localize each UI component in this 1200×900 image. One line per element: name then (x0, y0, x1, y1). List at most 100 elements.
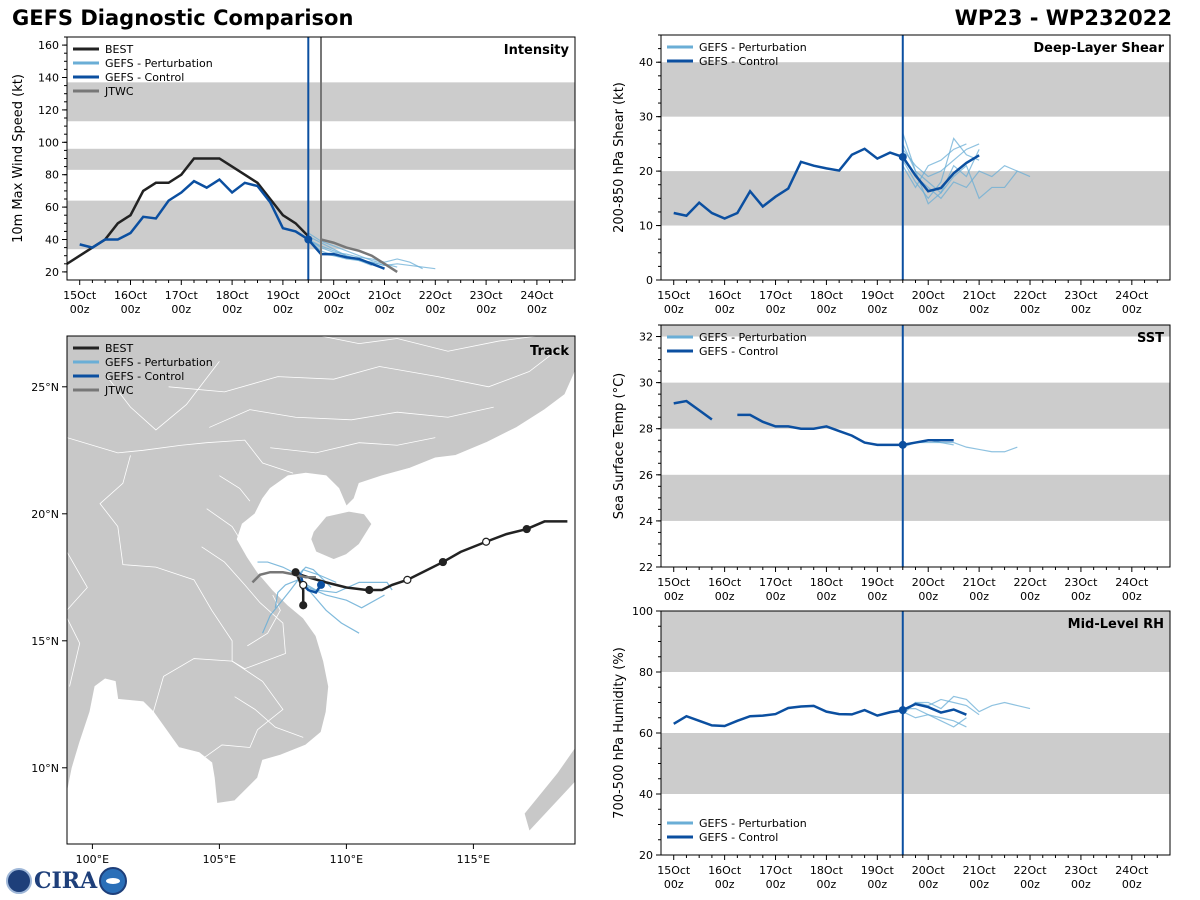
lon-tick-label: 100°E (76, 853, 109, 865)
admin-border (320, 336, 537, 352)
x-tick-hour: 00z (425, 303, 445, 316)
y-tick-label: 40 (639, 788, 653, 801)
x-tick-hour: 00z (918, 878, 938, 891)
lat-tick-label: 20°N (31, 508, 59, 521)
y-tick-label: 100 (632, 605, 653, 618)
x-tick-day: 19Oct (861, 864, 895, 877)
x-tick-day: 21Oct (963, 289, 997, 302)
admin-border (104, 361, 220, 431)
init-point-marker (898, 152, 907, 161)
legend-label: GEFS - Perturbation (105, 57, 213, 70)
admin-border (234, 696, 304, 738)
shaded-band (661, 171, 1170, 226)
best-track-point (438, 557, 448, 567)
x-tick-day: 22Oct (1014, 576, 1048, 589)
x-tick-hour: 00z (375, 303, 395, 316)
x-tick-hour: 00z (867, 878, 887, 891)
admin-border (168, 345, 563, 393)
control-line (673, 702, 967, 728)
control-track-point (317, 580, 325, 589)
best-track-point (482, 537, 491, 546)
perturbation-line (902, 441, 1018, 453)
y-tick-label: 28 (639, 423, 653, 436)
plot-area (661, 611, 1170, 794)
land-island (585, 712, 600, 742)
lat-tick-label: 15°N (31, 635, 59, 648)
y-tick-label: 30 (639, 377, 653, 390)
control-line (79, 177, 385, 270)
x-tick-day: 19Oct (861, 289, 895, 302)
y-tick-label: 60 (45, 201, 59, 214)
x-tick-day: 23Oct (1064, 289, 1098, 302)
x-tick-day: 22Oct (419, 289, 453, 302)
control-line (673, 399, 713, 421)
x-tick-day: 18Oct (810, 864, 844, 877)
best-track-line (67, 157, 310, 265)
x-tick-day: 20Oct (317, 289, 351, 302)
perturbation-line (902, 711, 967, 728)
jtwc-track (251, 570, 316, 584)
x-tick-hour: 00z (766, 590, 786, 603)
x-tick-day: 21Oct (963, 576, 997, 589)
shaded-band (661, 474, 1170, 521)
x-tick-hour: 00z (918, 590, 938, 603)
cira-ring-icon (6, 868, 32, 894)
rh-chart: 2040608010015Oct00z16Oct00z17Oct00z18Oct… (612, 605, 1171, 891)
x-tick-hour: 00z (715, 303, 735, 316)
x-tick-day: 21Oct (368, 289, 402, 302)
y-tick-label: 100 (38, 136, 59, 149)
x-tick-day: 20Oct (912, 289, 946, 302)
y-axis-label: 700-500 hPa Humidity (%) (612, 647, 627, 819)
legend-label: GEFS - Perturbation (699, 331, 807, 344)
x-tick-day: 22Oct (1014, 289, 1048, 302)
map-area (67, 336, 600, 844)
lon-tick-label: 115°E (457, 853, 490, 865)
legend-label: JTWC (104, 384, 134, 397)
best-track-point (522, 524, 531, 534)
x-tick-hour: 00z (121, 303, 141, 316)
y-tick-label: 80 (639, 666, 653, 679)
x-tick-day: 15Oct (657, 289, 691, 302)
admin-border (67, 551, 88, 687)
admin-border (99, 455, 233, 662)
best-track-point (365, 585, 374, 595)
cira-logo: CIRA (6, 866, 128, 896)
x-tick-hour: 00z (222, 303, 242, 316)
x-tick-hour: 00z (1071, 878, 1091, 891)
perturbation-line (902, 137, 980, 200)
control-line (673, 147, 980, 220)
x-tick-hour: 00z (1122, 303, 1142, 316)
x-tick-hour: 00z (1020, 303, 1040, 316)
x-tick-hour: 00z (664, 590, 684, 603)
x-tick-hour: 00z (527, 303, 547, 316)
legend-label: GEFS - Control (105, 370, 184, 383)
y-tick-label: 20 (45, 266, 59, 279)
x-tick-hour: 00z (324, 303, 344, 316)
perturbation-line (902, 154, 1031, 200)
perturbation-line (902, 695, 1031, 713)
y-tick-label: 60 (639, 727, 653, 740)
init-point-marker (304, 235, 313, 244)
admin-border (270, 437, 436, 454)
admin-border (206, 508, 246, 548)
plot-area (661, 62, 1170, 226)
x-tick-hour: 00z (1020, 590, 1040, 603)
y-tick-label: 140 (38, 72, 59, 85)
legend-label: GEFS - Perturbation (699, 817, 807, 830)
x-tick-day: 20Oct (912, 576, 946, 589)
chart-title: Deep-Layer Shear (1033, 41, 1164, 56)
legend-label: GEFS - Control (699, 345, 778, 358)
x-tick-hour: 00z (969, 590, 989, 603)
init-point-marker (898, 706, 907, 715)
x-tick-hour: 00z (817, 303, 837, 316)
x-tick-hour: 00z (70, 303, 90, 316)
x-tick-day: 24Oct (520, 289, 554, 302)
x-tick-hour: 00z (715, 590, 735, 603)
admin-border (219, 475, 251, 502)
x-tick-day: 16Oct (708, 289, 742, 302)
shaded-band (661, 382, 1170, 429)
y-tick-label: 120 (38, 104, 59, 117)
x-tick-day: 18Oct (810, 576, 844, 589)
legend-label: GEFS - Control (699, 55, 778, 68)
y-tick-label: 160 (38, 39, 59, 52)
